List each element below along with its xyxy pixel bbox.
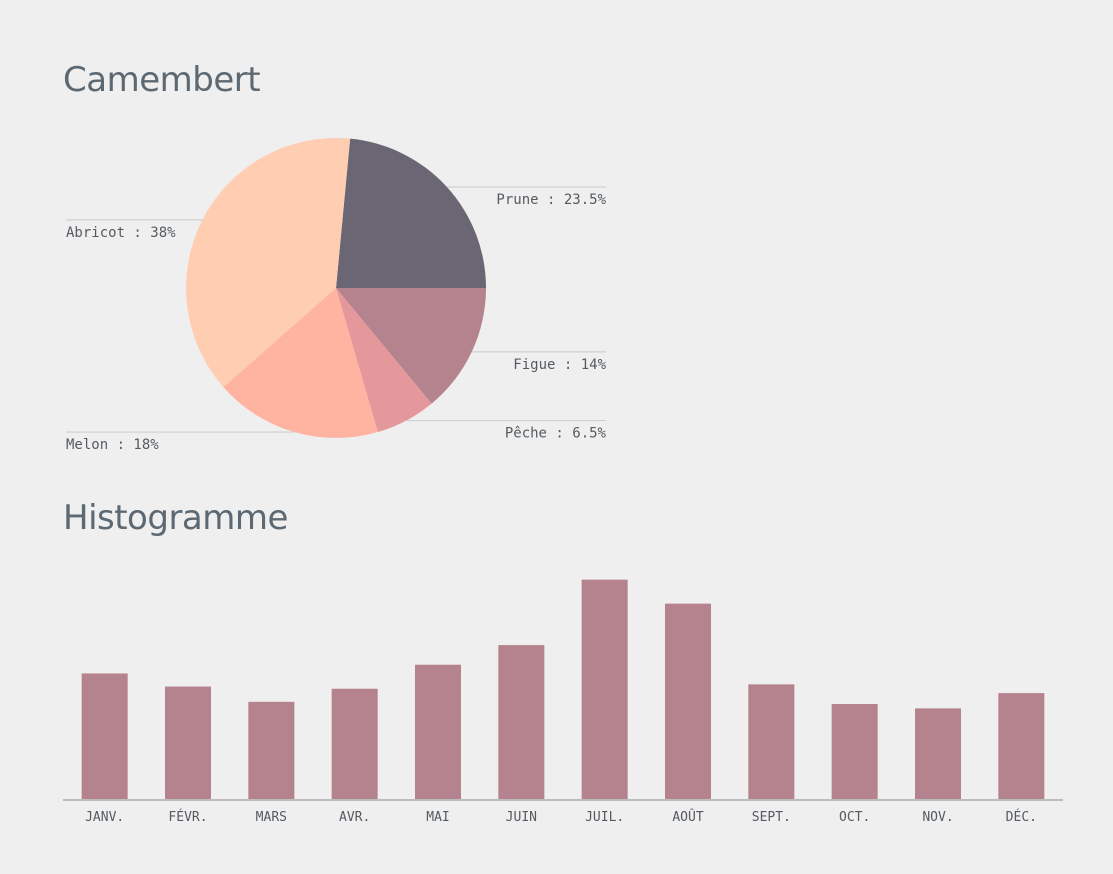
- x-tick-label-sept: SEPT.: [752, 810, 791, 825]
- x-tick-label-fevr: FÉVR.: [168, 809, 207, 825]
- x-tick-label-juil: JUIL.: [585, 810, 624, 825]
- bar-juil: [581, 579, 628, 800]
- bar-avr: [331, 688, 378, 800]
- bar-mars: [248, 701, 295, 800]
- pie-slice-abricot: [185, 138, 351, 388]
- x-tick-label-nov: NOV.: [922, 810, 953, 825]
- pie-slice-melon: [223, 288, 378, 438]
- bar-oct: [831, 704, 878, 800]
- bar-sept: [748, 684, 795, 800]
- bar-janv: [81, 673, 128, 800]
- pie-label-figue: Figue : 14%: [513, 357, 606, 373]
- pie-slice-peche: [336, 288, 432, 433]
- bar-fevr: [165, 686, 211, 800]
- bar-dec: [998, 693, 1045, 800]
- x-tick-label-dec: DÉC.: [1006, 809, 1037, 825]
- x-tick-label-juin: JUIN: [506, 810, 537, 825]
- bar-aout: [665, 603, 711, 800]
- pie-chart: Prune : 23.5% Abricot : 38% Melon : 18% Pêc…: [66, 138, 607, 453]
- x-tick-label-avr: AVR.: [339, 810, 370, 825]
- pie-slice-figue: [336, 288, 486, 404]
- x-tick-label-aout: AOÛT: [672, 809, 703, 825]
- pie-chart-title: Camembert: [63, 60, 261, 100]
- pie-label-abricot: Abricot : 38%: [66, 225, 176, 241]
- x-tick-label-mars: MARS: [256, 810, 287, 825]
- bar-nov: [915, 708, 961, 800]
- pie-slice-prune: [336, 138, 486, 288]
- bar-mai: [415, 664, 461, 800]
- pie-label-prune: Prune : 23.5%: [496, 192, 606, 208]
- x-tick-label-oct: OCT.: [839, 810, 870, 825]
- pie-label-melon: Melon : 18%: [66, 437, 159, 453]
- bar-juin: [498, 645, 545, 800]
- x-tick-label-mai: MAI: [426, 810, 449, 825]
- pie-label-peche: Pêche : 6.5%: [505, 426, 607, 442]
- x-tick-label-janv: JANV.: [85, 810, 124, 825]
- bar-chart-title: Histogramme: [63, 498, 288, 538]
